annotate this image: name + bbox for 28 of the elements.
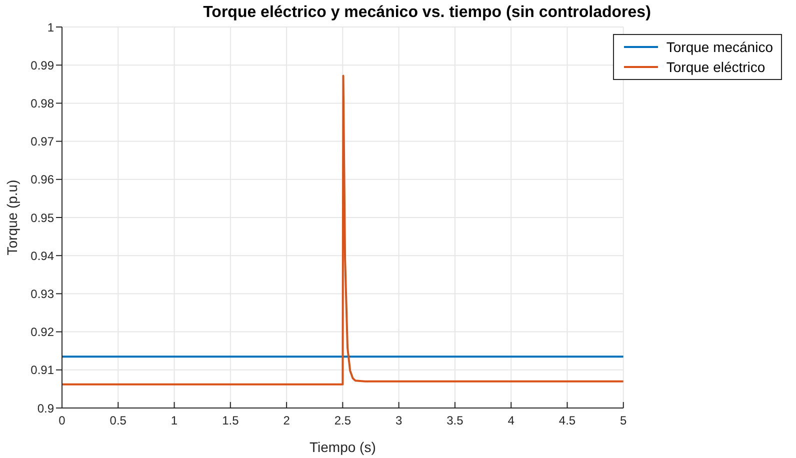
y-tick-label: 0.94 — [30, 248, 54, 263]
y-tick-label: 1 — [47, 20, 54, 34]
legend-label: Torque eléctrico — [666, 58, 766, 76]
y-tick-label: 0.97 — [30, 134, 54, 149]
y-tick-label: 0.96 — [30, 172, 54, 187]
chart-title: Torque eléctrico y mecánico vs. tiempo (sin controladores) — [202, 4, 652, 22]
y-tick-label: 0.98 — [30, 96, 54, 110]
x-tick-label: 3 — [395, 414, 402, 428]
y-tick-label: 0.93 — [30, 286, 54, 301]
legend-label: Torque mecánico — [666, 38, 773, 56]
x-tick-label: 4 — [508, 414, 515, 428]
y-tick-label: 0.92 — [30, 325, 54, 340]
x-axis-title: Tiempo (s) — [309, 439, 376, 455]
x-tick-label: 1.5 — [222, 414, 240, 428]
y-axis-title: Torque (p.u) — [4, 180, 20, 256]
x-tick-label: 0.5 — [110, 414, 127, 428]
y-tick-label: 0.95 — [30, 210, 54, 225]
x-tick-label: 2.5 — [334, 414, 352, 428]
x-tick-label: 0 — [58, 414, 66, 428]
x-tick-label: 4.5 — [558, 414, 576, 428]
x-tick-label: 2 — [283, 414, 290, 428]
y-tick-label: 0.91 — [30, 363, 54, 378]
x-tick-label: 5 — [620, 414, 628, 428]
x-tick-label: 3.5 — [446, 414, 464, 428]
y-tick-label: 0.9 — [37, 401, 54, 416]
y-tick-label: 0.99 — [30, 58, 54, 72]
x-tick-label: 1 — [170, 414, 178, 428]
line-series — [62, 74, 624, 386]
